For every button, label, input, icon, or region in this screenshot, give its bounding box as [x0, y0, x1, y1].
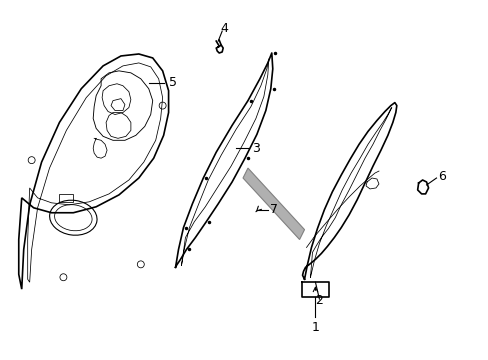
- Polygon shape: [243, 168, 304, 239]
- Text: 2: 2: [315, 293, 323, 307]
- Text: 3: 3: [251, 142, 259, 155]
- Text: 1: 1: [311, 321, 319, 334]
- Text: 7: 7: [269, 203, 277, 216]
- Text: 4: 4: [220, 22, 227, 35]
- Text: 6: 6: [438, 170, 446, 183]
- Text: 5: 5: [168, 76, 176, 89]
